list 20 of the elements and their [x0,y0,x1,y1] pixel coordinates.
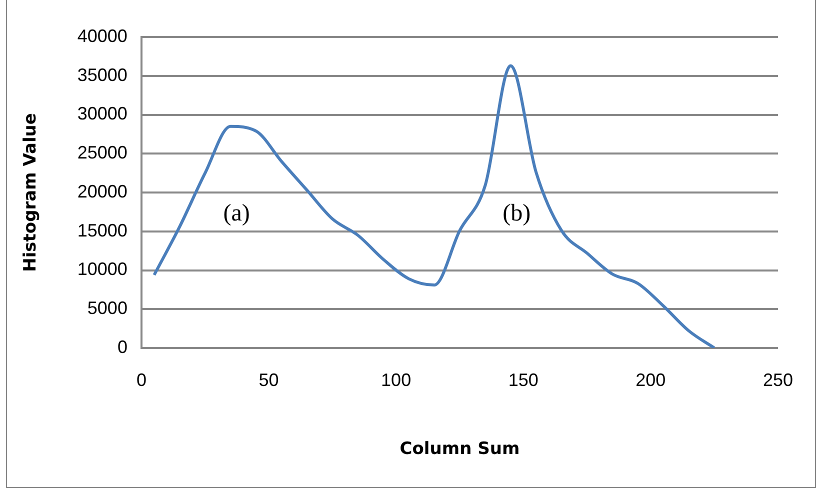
x-tick-label: 50 [258,370,279,390]
annotation: (b) [502,200,531,227]
y-tick-label: 35000 [77,64,128,85]
y-tick-label: 15000 [77,220,128,240]
y-tick-label: 30000 [77,104,128,124]
x-tick-label: 150 [508,370,538,390]
x-axis-title: Column Sum [400,439,520,460]
y-tick-label: 5000 [87,298,128,318]
y-tick-label: 20000 [77,181,128,202]
x-tick-label: 200 [636,370,666,390]
x-tick-label: 100 [381,370,412,390]
y-tick-label: 25000 [77,142,128,163]
line-series [152,64,716,348]
y-tick-label: 0 [117,336,128,357]
annotation: (a) [223,200,250,227]
y-tick-label: 10000 [77,259,128,280]
y-axis-title: Histogram Value [20,113,41,272]
x-tick-label: 250 [762,370,794,390]
x-tick-label: 0 [136,370,146,390]
y-tick-label: 40000 [77,26,128,46]
